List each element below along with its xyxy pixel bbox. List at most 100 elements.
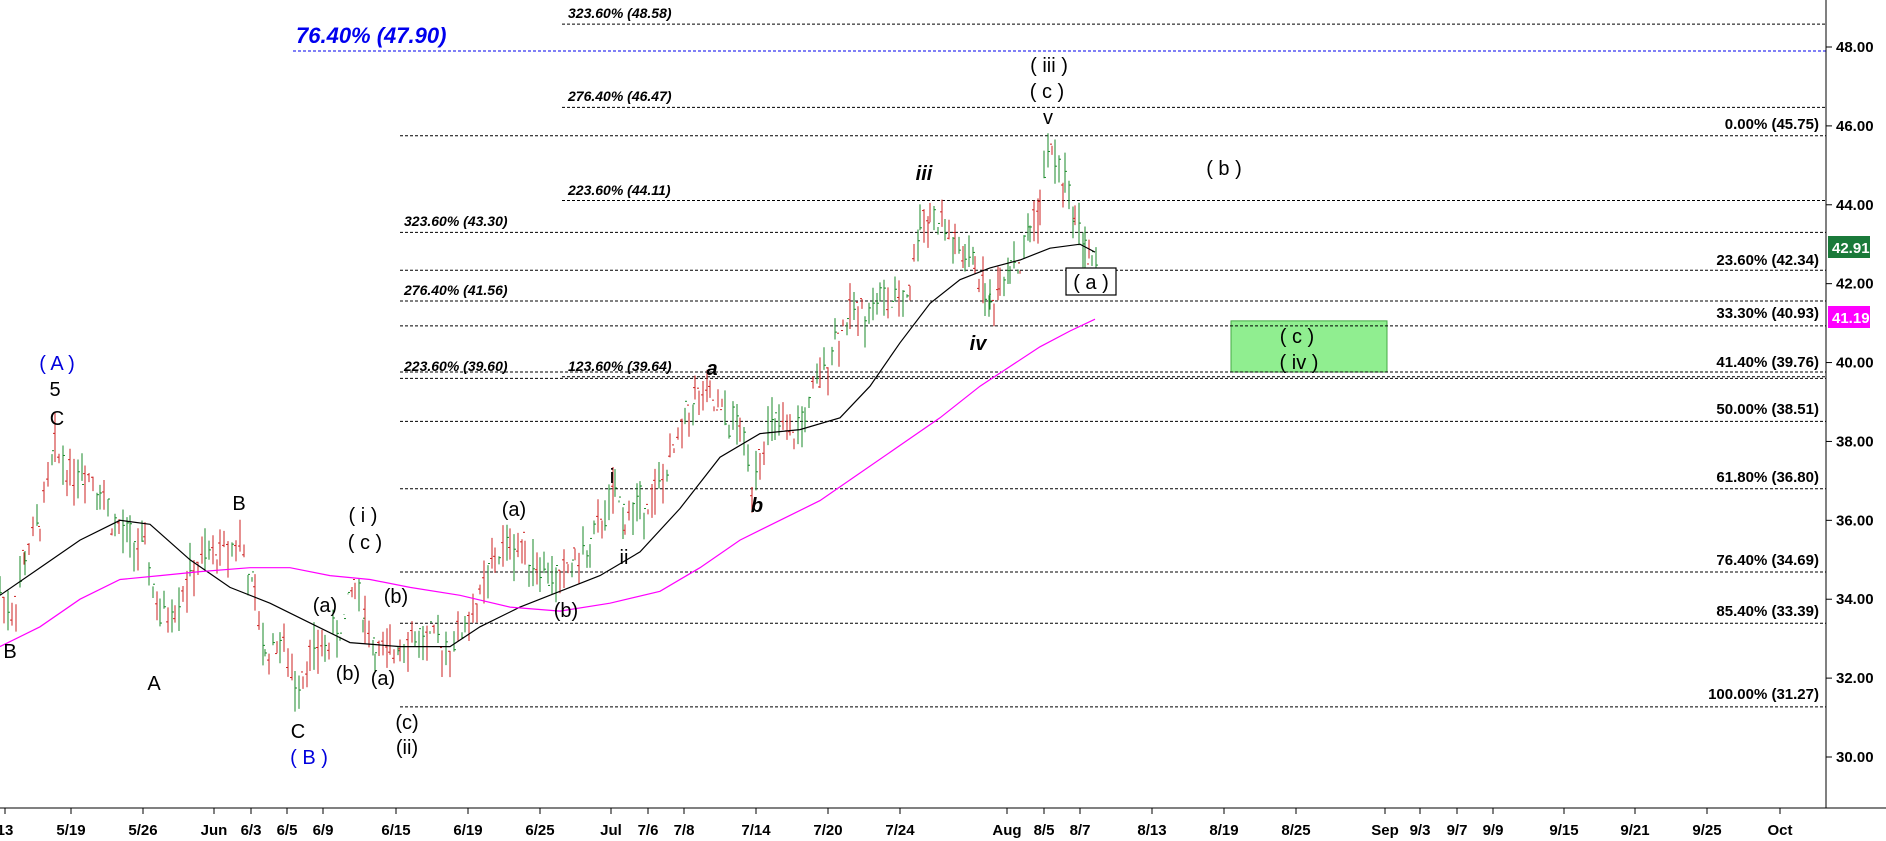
- x-tick-label: 7/20: [813, 822, 842, 839]
- wave-b-italic: b: [751, 495, 763, 517]
- x-tick-label: 8/7: [1070, 822, 1091, 839]
- target-box: [1230, 320, 1388, 373]
- wave-i: i: [610, 466, 614, 488]
- wave-iv-italic: iv: [970, 333, 989, 355]
- wave-a-3: (a): [502, 499, 526, 521]
- x-tick-label: Jul: [600, 822, 622, 839]
- wave-a-1: (a): [313, 595, 337, 617]
- x-tick-label: 5/26: [128, 822, 157, 839]
- x-tick-label: Sep: [1371, 822, 1399, 839]
- retr-label-7: 85.40% (33.39): [1716, 603, 1819, 620]
- x-tick-label: 5/19: [56, 822, 85, 839]
- wave-ii: ii: [620, 547, 629, 569]
- wave-B2: B: [232, 493, 245, 515]
- ext-label-5: 276.40% (41.56): [403, 282, 508, 298]
- moving-average-magenta: [0, 318, 1096, 648]
- x-tick-label: Aug: [992, 822, 1021, 839]
- y-tick-label: 48.00: [1836, 39, 1874, 56]
- x-tick-label: 9/9: [1483, 822, 1504, 839]
- wave-b-2: (b): [336, 663, 360, 685]
- ext-label-1: 323.60% (48.58): [568, 5, 672, 21]
- wave-a-2: (a): [371, 668, 395, 690]
- wave-c-paren-3: ( c ): [1280, 326, 1314, 348]
- wave-i-paren: ( i ): [349, 505, 378, 527]
- wave-b-paren: ( b ): [1206, 158, 1242, 180]
- x-tick-label: 7/6: [638, 822, 659, 839]
- ma-price-value: 41.19: [1832, 310, 1870, 327]
- x-tick-label: 9/7: [1447, 822, 1468, 839]
- y-tick-label: 36.00: [1836, 512, 1874, 529]
- wave-v: v: [1043, 107, 1053, 129]
- x-tick-label: 7/24: [885, 822, 915, 839]
- ma-price-tag: 41.19: [1828, 306, 1870, 328]
- y-tick-label: 34.00: [1836, 591, 1874, 608]
- fib-lines: [293, 23, 1826, 708]
- wave-a-box: [1065, 267, 1117, 296]
- retr-label-5: 61.80% (36.80): [1716, 469, 1819, 486]
- retr-label-1: 23.60% (42.34): [1716, 252, 1819, 269]
- wave-a-italic: a: [706, 358, 717, 380]
- x-tick-label: 6/19: [453, 822, 482, 839]
- y-axis-ticks: 30.00 32.00 34.00 36.00 38.00 40.00 42.00 44.00…: [1826, 39, 1874, 766]
- x-tick-label: 13: [0, 822, 13, 839]
- ext-label-7: 123.60% (39.64): [568, 358, 672, 374]
- wave-iv-paren: ( iv ): [1280, 352, 1319, 374]
- wave-c-paren-1: ( c ): [348, 532, 382, 554]
- retr-label-4: 50.00% (38.51): [1716, 401, 1819, 418]
- x-tick-label: 6/5: [277, 822, 298, 839]
- x-tick-label: 7/8: [674, 822, 695, 839]
- retr-label-3: 41.40% (39.76): [1716, 354, 1819, 371]
- retr-label-8: 100.00% (31.27): [1708, 686, 1819, 703]
- x-tick-label: 6/25: [525, 822, 554, 839]
- x-tick-label: 6/9: [313, 822, 334, 839]
- y-tick-label: 38.00: [1836, 433, 1874, 450]
- ext-label-4: 323.60% (43.30): [404, 213, 508, 229]
- y-tick-label: 42.00: [1836, 276, 1874, 293]
- y-tick-label: 46.00: [1836, 118, 1874, 135]
- wave-c-1: (c): [395, 712, 418, 734]
- x-tick-label: 9/21: [1620, 822, 1649, 839]
- x-tick-label: 8/19: [1209, 822, 1238, 839]
- wave-iii-italic: iii: [916, 163, 933, 185]
- x-tick-label: Oct: [1767, 822, 1792, 839]
- ext-label-6: 223.60% (39.60): [403, 358, 508, 374]
- x-tick-label: 7/14: [741, 822, 771, 839]
- current-price-tag: 42.91: [1828, 236, 1870, 258]
- y-tick-label: 30.00: [1836, 749, 1874, 766]
- wave-A1: A: [147, 673, 161, 695]
- x-tick-label: Jun: [201, 822, 228, 839]
- x-axis-ticks: 13 5/19 5/26 Jun 6/3 6/5 6/9 6/15 6/19 6/25 Jul 7/6…: [0, 808, 1793, 839]
- ext-label-3: 223.60% (44.11): [567, 182, 671, 198]
- wave-b-1: (b): [384, 586, 408, 608]
- wave-c-paren-2: ( c ): [1030, 81, 1064, 103]
- wave-B1: B: [3, 641, 16, 663]
- wave-a-boxed: ( a ): [1073, 272, 1109, 294]
- x-tick-label: 8/5: [1034, 822, 1055, 839]
- wave-C2: C: [291, 721, 305, 743]
- retr-label-6: 76.40% (34.69): [1716, 552, 1819, 569]
- x-tick-label: 9/15: [1549, 822, 1578, 839]
- x-tick-label: 6/15: [381, 822, 410, 839]
- wave-A-blue: ( A ): [39, 353, 75, 375]
- x-tick-label: 8/13: [1137, 822, 1166, 839]
- wave-ii-paren: (ii): [396, 737, 418, 759]
- wave-iii-paren: ( iii ): [1030, 55, 1068, 77]
- x-tick-label: 6/3: [241, 822, 262, 839]
- y-tick-label: 32.00: [1836, 670, 1874, 687]
- wave-b-3: (b): [554, 600, 578, 622]
- blue-target-label: 76.40% (47.90): [296, 23, 446, 48]
- price-candles: [0, 133, 1098, 712]
- y-tick-label: 44.00: [1836, 197, 1874, 214]
- retr-label-2: 33.30% (40.93): [1716, 305, 1819, 322]
- wave-5: 5: [49, 379, 60, 401]
- current-price-value: 42.91: [1832, 240, 1870, 257]
- wave-C1: C: [50, 408, 64, 430]
- moving-average-black: [0, 243, 1096, 648]
- x-tick-label: 9/3: [1410, 822, 1431, 839]
- x-tick-label: 8/25: [1281, 822, 1310, 839]
- retr-label-0: 0.00% (45.75): [1725, 116, 1819, 133]
- y-tick-label: 40.00: [1836, 355, 1874, 372]
- wave-B-blue: ( B ): [290, 747, 328, 769]
- ext-label-2: 276.40% (46.47): [567, 88, 672, 104]
